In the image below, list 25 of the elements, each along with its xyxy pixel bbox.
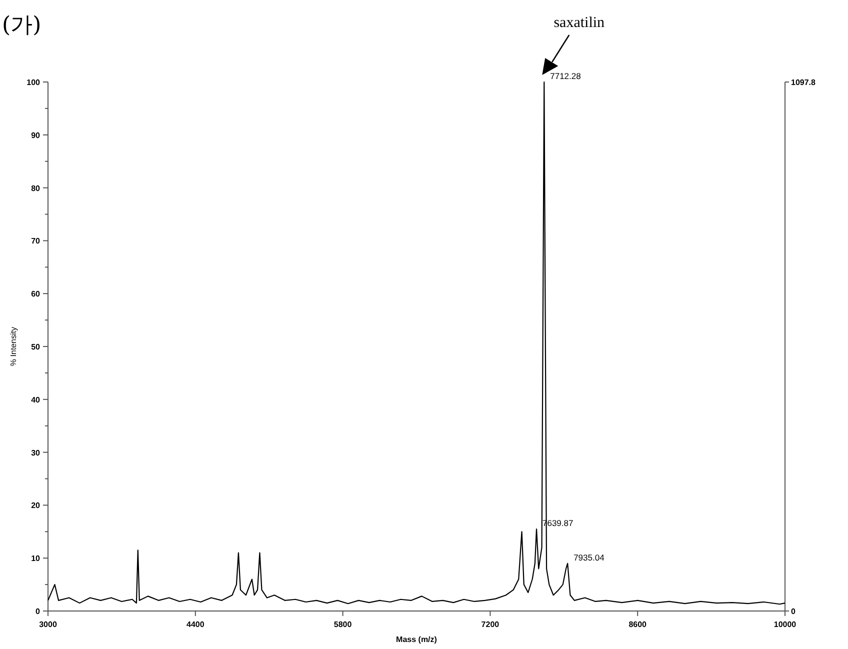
y-tick-label: 10 — [31, 554, 41, 564]
y-tick-label: 0 — [36, 607, 41, 616]
y-tick-label: 40 — [31, 395, 41, 404]
y-tick-label: 60 — [31, 290, 41, 299]
title: (가) — [2, 13, 42, 38]
y-tick-label: 50 — [31, 342, 41, 352]
y-tick-label: 100 — [26, 78, 41, 87]
annotation: 7935.04 — [574, 552, 605, 562]
y2-tick-label: 0 — [791, 607, 796, 616]
x-tick-label: 5800 — [334, 620, 352, 629]
y2-tick-label: 1097.8 — [791, 78, 816, 87]
annotation: 7712.28 — [550, 71, 582, 81]
x-tick-label: 8600 — [628, 620, 648, 629]
y-tick-label: 70 — [31, 236, 41, 246]
y-tick-label: 80 — [31, 184, 41, 193]
x-tick-label: 7200 — [481, 620, 500, 629]
y-tick-label: 20 — [31, 501, 41, 510]
x-tick-label: 3000 — [39, 620, 58, 629]
y-tick-label: 30 — [31, 448, 41, 458]
text: saxatilin — [554, 15, 606, 31]
xlabel: Mass (m/z) — [396, 635, 437, 644]
x-tick-label: 4400 — [186, 620, 205, 629]
y-tick-label: 90 — [31, 130, 41, 140]
x-tick-label: 10000 — [774, 620, 797, 629]
ylabel: % Intensity — [9, 326, 18, 366]
